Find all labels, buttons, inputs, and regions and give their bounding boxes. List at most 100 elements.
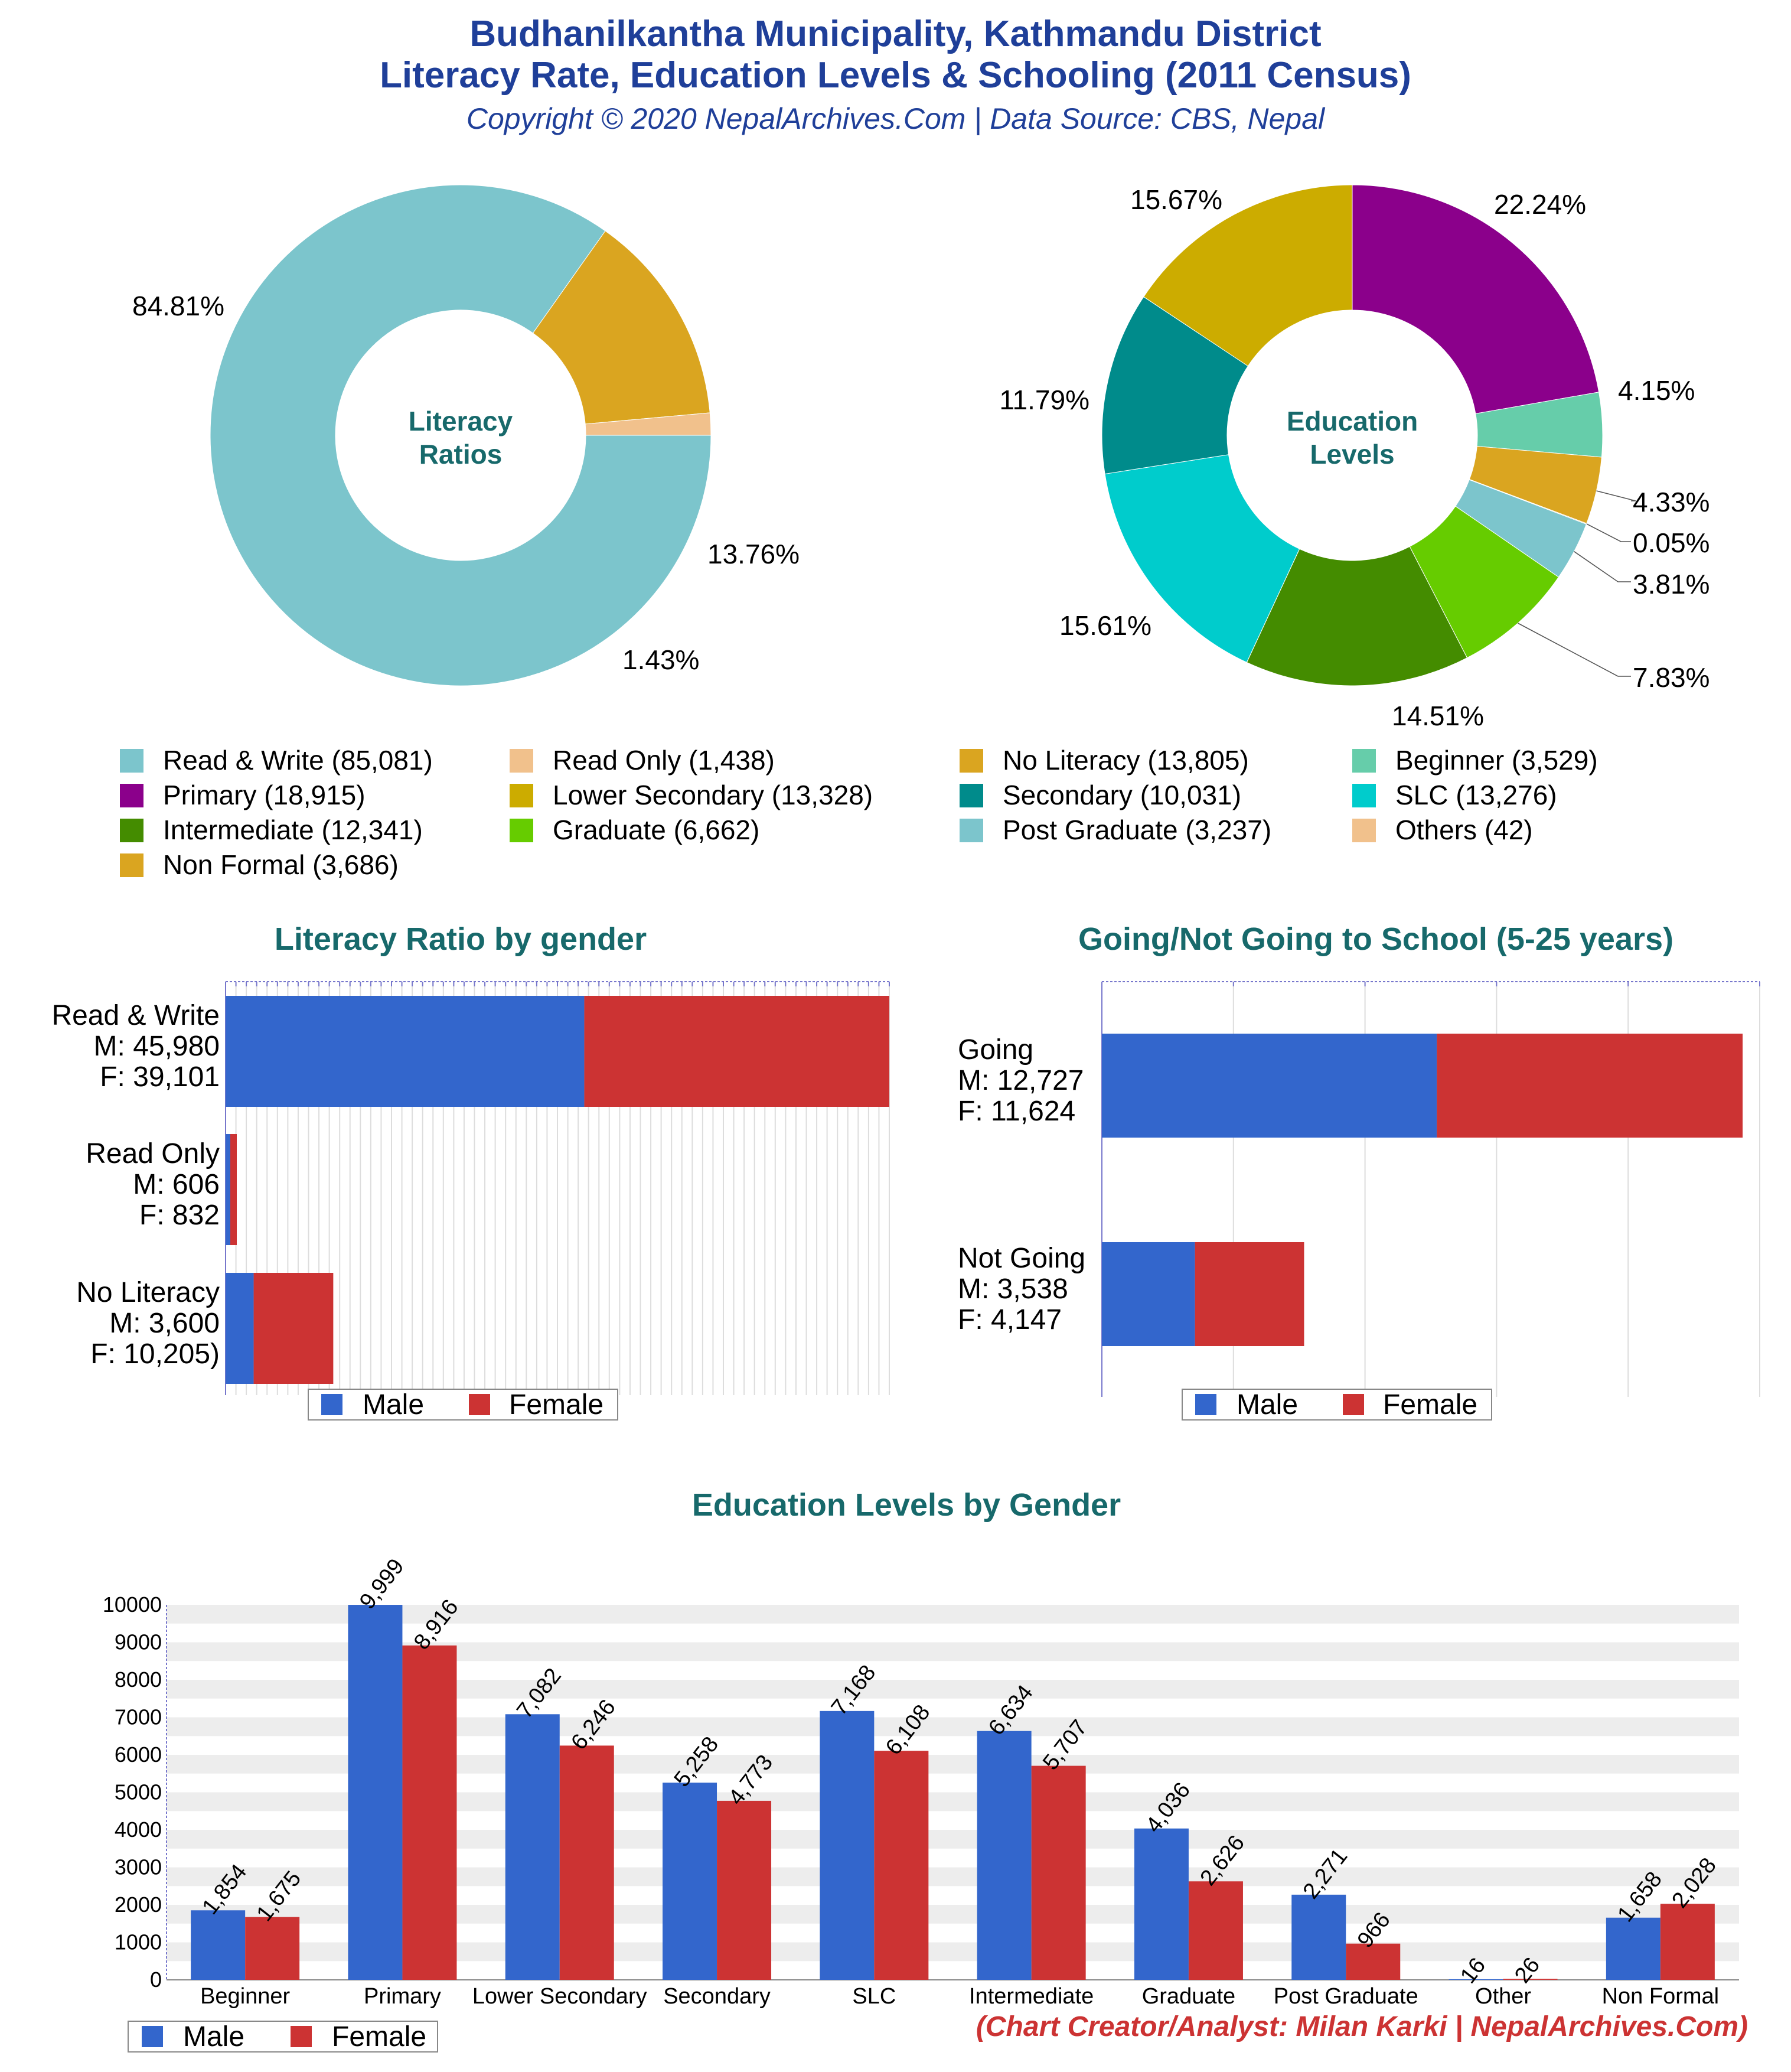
- edu-gender-legend-box: [128, 2021, 438, 2053]
- credit-line: (Chart Creator/Analyst: Milan Karki | Ne…: [976, 2011, 1748, 2042]
- education-donut: 22.24% 4.15% 4.33% 0.05% 3.81% 7.83% 14.51% 15.…: [999, 184, 1710, 731]
- legend-item: Lower Secondary (13,328): [510, 780, 873, 810]
- legend-item: No Literacy (13,805): [960, 745, 1249, 776]
- literacy-gender-category-label: Read Only: [86, 1138, 220, 1169]
- school-going-bar-female: [1195, 1242, 1304, 1346]
- title-line-1: Budhanilkantha Municipality, Kathmandu D…: [469, 14, 1322, 54]
- legend-label: Lower Secondary (13,328): [553, 780, 873, 810]
- legend-swatch: [960, 784, 983, 807]
- edu-gender-bar-female: [1346, 1943, 1401, 1980]
- legend-label: Primary (18,915): [163, 780, 366, 810]
- edu-gender-bar-female: [1031, 1765, 1086, 1980]
- school-going-legend-swatch-female: [1343, 1394, 1364, 1415]
- school-going-title: Going/Not Going to School (5-25 years): [1078, 921, 1673, 957]
- edu-gender-ytick-label: 7000: [115, 1705, 162, 1729]
- literacy-gender-legend-label: Female: [509, 1389, 603, 1421]
- edu-gender-bar-male: [1449, 1979, 1503, 1980]
- legend-label: SLC (13,276): [1395, 780, 1557, 810]
- school-going-category-label: F: 4,147: [958, 1304, 1062, 1335]
- legend-item: Primary (18,915): [120, 780, 366, 810]
- edu-gender-bar-female: [717, 1800, 772, 1980]
- education-pct-label: 14.51%: [1392, 701, 1484, 731]
- education-pct-label: 4.33%: [1633, 487, 1710, 517]
- education-center-label: Levels: [1310, 439, 1394, 470]
- legend-swatch: [1352, 749, 1376, 773]
- education-slice-lower-secondary: [1143, 184, 1353, 367]
- edu-gender-legend-label: Male: [183, 2021, 244, 2053]
- edu-gender-legend-label: Female: [332, 2021, 426, 2053]
- edu-gender-bar-female: [1188, 1881, 1243, 1980]
- school-going-category-label: Going: [958, 1034, 1033, 1066]
- legend-item: Read Only (1,438): [510, 745, 775, 776]
- edu-gender-bar-male: [191, 1910, 246, 1980]
- literacy-gender-legend-swatch-male: [321, 1394, 342, 1415]
- education-pct-label: 3.81%: [1633, 569, 1710, 600]
- education-slice-primary: [1352, 184, 1600, 415]
- edu-gender-bar-male: [348, 1605, 403, 1980]
- school-going-category-label: Not Going: [958, 1243, 1085, 1274]
- legend-label: Intermediate (12,341): [163, 815, 423, 845]
- literacy-gender-category-label: M: 606: [133, 1169, 220, 1200]
- literacy-center-label: Literacy: [409, 406, 513, 436]
- edu-gender-xtick-label: Beginner: [200, 1984, 290, 2009]
- education-leader-line: [1574, 551, 1631, 582]
- edu-gender-ytick-label: 1000: [115, 1930, 162, 1954]
- school-going-bar-male: [1102, 1242, 1195, 1346]
- edu-gender-bar-male: [977, 1731, 1032, 1980]
- edu-gender-ytick-label: 2000: [115, 1892, 162, 1917]
- legend-label: Non Formal (3,686): [163, 849, 399, 880]
- legend-item: Intermediate (12,341): [120, 815, 423, 845]
- education-pct-label: 0.05%: [1633, 527, 1710, 558]
- edu-gender-plot: 0 1000 2000 3000 4000 5000 6000 7000 8000 9000 100…: [103, 1554, 1739, 2009]
- literacy-gender-category-label: F: 832: [139, 1200, 220, 1231]
- edu-gender-ytick-label: 5000: [115, 1780, 162, 1804]
- literacy-gender-bar-male: [226, 1134, 231, 1245]
- education-pct-label: 15.61%: [1059, 610, 1151, 641]
- legend-swatch: [960, 819, 983, 842]
- legend-item: Graduate (6,662): [510, 815, 759, 845]
- school-going-category-label: M: 12,727: [958, 1065, 1084, 1096]
- education-leader-line: [1586, 523, 1631, 542]
- legend-item: Others (42): [1352, 815, 1533, 845]
- literacy-pct-label: 84.81%: [132, 291, 224, 321]
- legend-label: Post Graduate (3,237): [1003, 815, 1271, 845]
- literacy-gender-category-label: F: 10,205): [90, 1338, 220, 1370]
- subtitle: Copyright © 2020 NepalArchives.Com | Dat…: [466, 102, 1325, 135]
- title-line-2: Literacy Rate, Education Levels & School…: [380, 55, 1411, 96]
- literacy-gender-legend: Male Female: [308, 1389, 618, 1421]
- education-center-label: Education: [1287, 406, 1418, 436]
- edu-gender-xtick-label: Post Graduate: [1274, 1984, 1418, 2009]
- edu-gender-legend-swatch-female: [291, 2026, 312, 2047]
- edu-gender-bar-female: [1503, 1979, 1558, 1980]
- edu-gender-xtick-label: Primary: [364, 1984, 441, 2009]
- literacy-gender-category-label: M: 3,600: [109, 1308, 220, 1339]
- legend-label: Secondary (10,031): [1003, 780, 1241, 810]
- edu-gender-ytick-label: 3000: [115, 1855, 162, 1879]
- literacy-gender-legend-label: Male: [363, 1389, 424, 1421]
- literacy-slice-read-only: [585, 412, 712, 436]
- edu-gender-xtick-label: Lower Secondary: [472, 1984, 647, 2009]
- legend-item: SLC (13,276): [1352, 780, 1557, 810]
- edu-gender-xtick-label: Graduate: [1142, 1984, 1235, 2009]
- education-leader-line: [1596, 490, 1636, 501]
- school-going-legend-swatch-male: [1195, 1394, 1216, 1415]
- literacy-pct-label: 13.76%: [707, 539, 800, 569]
- legend-label: Others (42): [1395, 815, 1533, 845]
- edu-gender-bar-male: [505, 1714, 560, 1980]
- edu-gender-legend: Male Female: [128, 2021, 438, 2053]
- edu-gender-xtick-label: Intermediate: [969, 1984, 1094, 2009]
- school-going-legend-label: Female: [1383, 1389, 1477, 1421]
- edu-gender-bar-female: [402, 1645, 457, 1980]
- legend-label: Read & Write (85,081): [163, 745, 433, 776]
- literacy-gender-bar-female: [230, 1134, 237, 1245]
- edu-gender-xtick-label: Other: [1475, 1984, 1531, 2009]
- edu-gender-legend-swatch-male: [142, 2026, 163, 2047]
- education-pct-label: 11.79%: [999, 385, 1089, 415]
- literacy-gender-bar-female: [253, 1273, 334, 1384]
- edu-gender-ytick-label: 10000: [103, 1592, 162, 1617]
- literacy-slice-no-literacy: [532, 230, 710, 425]
- edu-gender-bar-male: [663, 1783, 717, 1980]
